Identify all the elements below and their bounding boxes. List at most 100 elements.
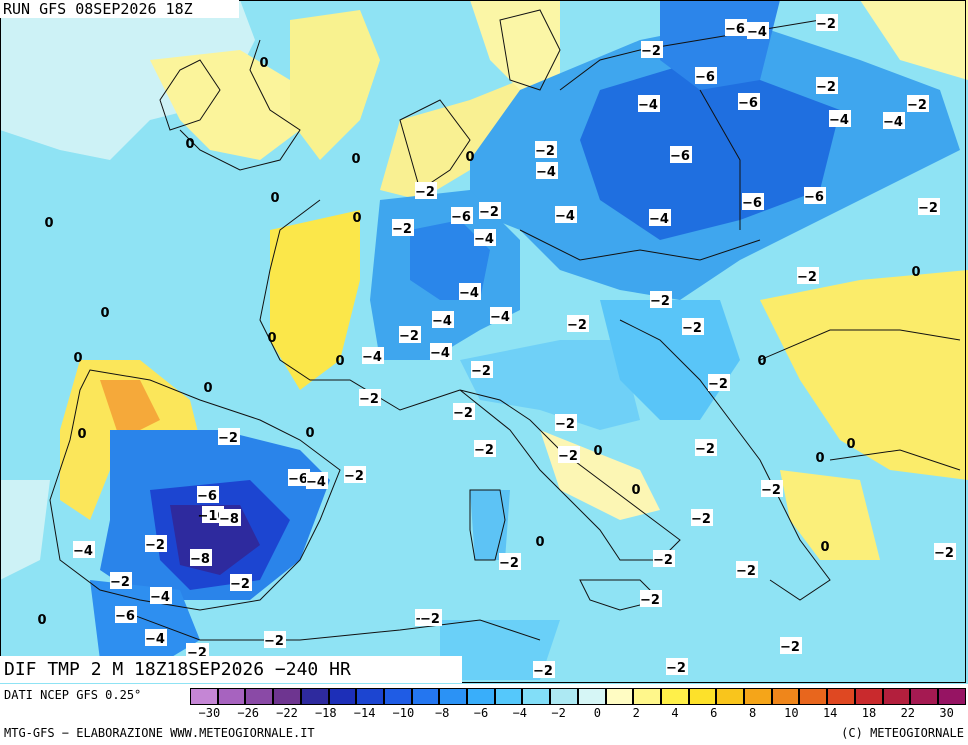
legend-swatch	[744, 688, 772, 705]
contour-label-bg	[359, 389, 381, 406]
contour-label-bg	[474, 229, 496, 246]
contour-label: 0	[270, 191, 279, 206]
legend-swatch	[217, 688, 246, 705]
legend-tick-label: −10	[392, 706, 415, 720]
contour-label: −8	[190, 552, 210, 567]
legend-swatch	[910, 688, 938, 705]
contour-label-bg	[638, 95, 660, 112]
contour-label-bg	[742, 193, 764, 210]
contour-label-bg	[110, 572, 132, 589]
contour-label: −2	[934, 546, 954, 561]
contour-label: −2	[816, 17, 836, 32]
legend-swatch	[328, 688, 357, 705]
contour-label: −6	[288, 472, 308, 487]
contour-label-bg	[197, 486, 219, 503]
run-title: RUN GFS 08SEP2026 18Z	[0, 0, 239, 18]
contour-label-bg	[471, 361, 493, 378]
contour-label: −2	[641, 44, 661, 59]
contour-label: −6	[738, 96, 758, 111]
contour-label: −2	[359, 392, 379, 407]
legend-swatch	[439, 688, 468, 705]
legend-tick-label: 10	[784, 706, 799, 720]
contour-label-bg	[695, 67, 717, 84]
contour-label-bg	[761, 480, 783, 497]
contour-label-bg	[804, 187, 826, 204]
color-legend: −30 −26 −22 −18 −14 −10 −8 −6 −4 −2 0 2 4 6 8 10 14 18 22 3…	[190, 688, 966, 724]
contour-label-bg	[641, 41, 663, 58]
legend-swatch	[771, 688, 800, 705]
contour-label-bg	[567, 315, 589, 332]
contour-label-bg	[934, 543, 956, 560]
contour-label-bg	[725, 19, 747, 36]
contour-label: 0	[267, 331, 276, 346]
contour-label-bg	[344, 466, 366, 483]
legend-tick-label: 8	[748, 706, 757, 720]
legend-tick-label: 2	[632, 706, 640, 720]
contour-label: −2	[736, 564, 756, 579]
contour-label-bg	[453, 403, 475, 420]
contour-label: −2	[816, 80, 836, 95]
contour-label: −4	[73, 544, 93, 559]
legend-tick-label: −30	[198, 706, 221, 720]
contour-label-bg	[695, 439, 717, 456]
warm-anomaly-areas	[0, 0, 968, 580]
legend-swatch	[522, 688, 551, 705]
contour-label: −2	[558, 449, 578, 464]
variable-title: DIF TMP 2 M 18Z18SEP2026 −240 HR	[0, 656, 462, 683]
legend-color-bar	[190, 688, 966, 705]
contour-label-bg	[145, 629, 167, 646]
legend-tick-label: 30	[939, 706, 954, 720]
contour-label: −4	[459, 286, 479, 301]
legend-swatch	[550, 688, 578, 705]
contour-labels: −6 −4−2−2−6−2−4−6−4 −4−2−6−4−2−6 −6−4−2 −4−2…	[37, 14, 956, 679]
contour-label: −2	[264, 634, 284, 649]
contour-label-bg	[306, 472, 328, 489]
contour-label: −2	[682, 321, 702, 336]
contour-label-bg	[150, 587, 172, 604]
contour-label-bg	[918, 198, 940, 215]
contour-label: −2	[761, 483, 781, 498]
legend-tick-label: 6	[710, 706, 718, 720]
contour-label-bg	[555, 206, 577, 223]
contour-label-bg	[474, 440, 496, 457]
contour-label-bg	[829, 110, 851, 127]
contour-label-bg	[650, 291, 672, 308]
contour-label-bg	[747, 22, 769, 39]
contour-label: −2	[499, 556, 519, 571]
legend-tick-label: −14	[353, 706, 376, 720]
cold-anomaly-areas	[90, 0, 960, 680]
contour-label: 0	[100, 306, 109, 321]
legend-tick-labels: −30 −26 −22 −18 −14 −10 −8 −6 −4 −2 0 2 4 6 8 10 14 18 22 3…	[190, 706, 966, 722]
legend-swatch	[633, 688, 661, 705]
contour-label-bg	[682, 318, 704, 335]
contour-label: −4	[145, 632, 165, 647]
legend-swatch	[245, 688, 274, 705]
legend-swatch	[273, 688, 301, 705]
legend-swatch	[799, 688, 828, 705]
contour-label: 0	[44, 216, 53, 231]
contour-label-bg	[420, 609, 442, 626]
contour-label: −2	[344, 469, 364, 484]
contour-label: −2	[145, 538, 165, 553]
contour-label-bg	[499, 553, 521, 570]
contour-label-bg	[816, 77, 838, 94]
legend-tick-label: −26	[237, 706, 260, 720]
legend-swatch	[467, 688, 495, 705]
contour-label: −4	[362, 350, 382, 365]
contour-label: −2	[399, 329, 419, 344]
contour-label-bg	[649, 209, 671, 226]
temperature-anomaly-map: −6 −4−2−2−6−2−4−6−4 −4−2−6−4−2−6 −6−4−2 −4−2…	[0, 0, 968, 684]
contour-label: −4	[474, 232, 494, 247]
contour-label: 0	[335, 354, 344, 369]
legend-tick-label: −22	[276, 706, 298, 720]
legend-swatch	[411, 688, 440, 705]
legend-swatch	[577, 688, 606, 705]
contour-label: −6	[451, 210, 471, 225]
legend-tick-label: −2	[551, 706, 566, 720]
contour-label: −2	[797, 270, 817, 285]
contour-label: −2	[555, 417, 575, 432]
contour-label: −2	[230, 577, 250, 592]
contour-label-bg	[362, 347, 384, 364]
contour-label-bg	[490, 307, 512, 324]
